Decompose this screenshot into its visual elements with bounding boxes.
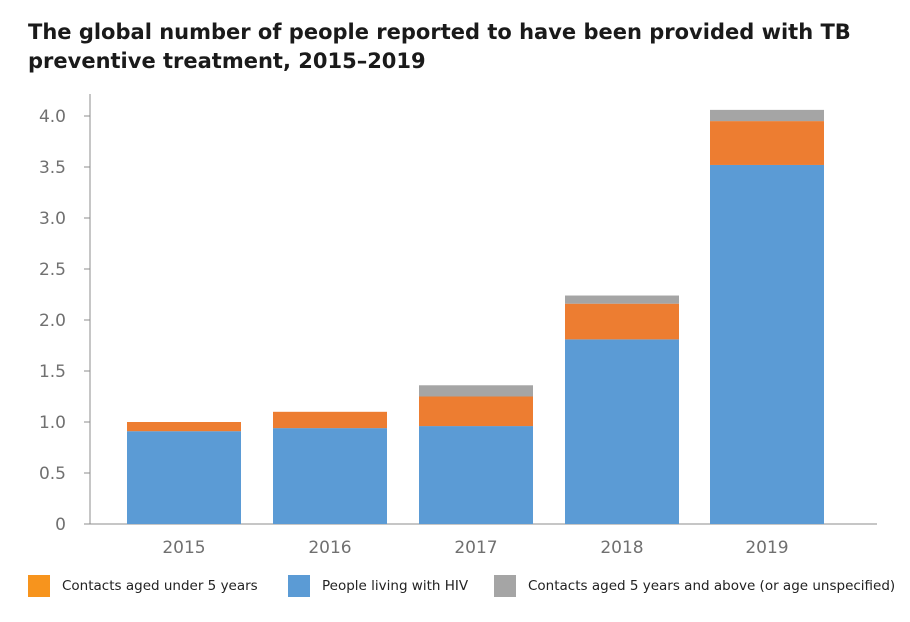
bar-segment-2019-series-2	[710, 109, 824, 122]
y-tick-label: 0	[55, 515, 66, 535]
x-tick-label-2017: 2017	[454, 538, 497, 558]
y-tick-label: 2.0	[39, 311, 66, 331]
chart-title-line-1: The global number of people reported to …	[28, 20, 851, 44]
x-tick-label-2015: 2015	[162, 538, 205, 558]
legend-swatch-5plus	[494, 575, 516, 597]
bar-segment-2018-series-1	[565, 303, 679, 340]
bar-segment-2016-series-0	[273, 428, 387, 524]
legend-item-under5: Contacts aged under 5 years	[28, 573, 258, 599]
x-tick-label-2019: 2019	[745, 538, 788, 558]
legend-swatch-hiv	[288, 575, 310, 597]
chart-title-line-2: preventive treatment, 2015–2019	[28, 49, 426, 73]
x-tick-label-2016: 2016	[308, 538, 351, 558]
bar-segment-2019-series-0	[710, 164, 824, 524]
y-tick-label: 2.5	[39, 260, 66, 280]
y-tick-label: 0.5	[39, 464, 66, 484]
bar-segment-2017-series-1	[419, 396, 533, 427]
legend-item-5plus: Contacts aged 5 years and above (or age …	[494, 573, 895, 599]
y-tick-label: 3.0	[39, 209, 66, 229]
y-tick-label: 4.0	[39, 107, 66, 127]
legend-swatch-under5	[28, 575, 50, 597]
bar-segment-2017-series-0	[419, 426, 533, 524]
bar-segment-2018-series-2	[565, 295, 679, 304]
bar-segment-2015-series-0	[127, 431, 241, 524]
legend-label-under5: Contacts aged under 5 years	[62, 578, 258, 594]
bar-segment-2019-series-1	[710, 121, 824, 165]
bar-segment-2015-series-1	[127, 422, 241, 432]
legend-label-5plus: Contacts aged 5 years and above (or age …	[528, 578, 896, 594]
legend-label-hiv: People living with HIV	[322, 578, 469, 594]
bar-chart: 0 0.5 1.0 1.5 2.0 2.5 3.0 3.5 4.0 2015 2016 2017 201…	[39, 94, 877, 558]
bar-segment-2016-series-1	[273, 411, 387, 429]
legend-item-hiv: People living with HIV	[288, 573, 468, 599]
y-tick-label: 1.0	[39, 413, 66, 433]
x-tick-label-2018: 2018	[600, 538, 643, 558]
bar-segment-2017-series-2	[419, 385, 533, 397]
chart-legend: Contacts aged under 5 years People livin…	[28, 573, 898, 599]
y-tick-label: 3.5	[39, 158, 66, 178]
y-tick-label: 1.5	[39, 362, 66, 382]
bar-segment-2018-series-0	[565, 339, 679, 524]
chart-title: The global number of people reported to …	[28, 18, 888, 76]
